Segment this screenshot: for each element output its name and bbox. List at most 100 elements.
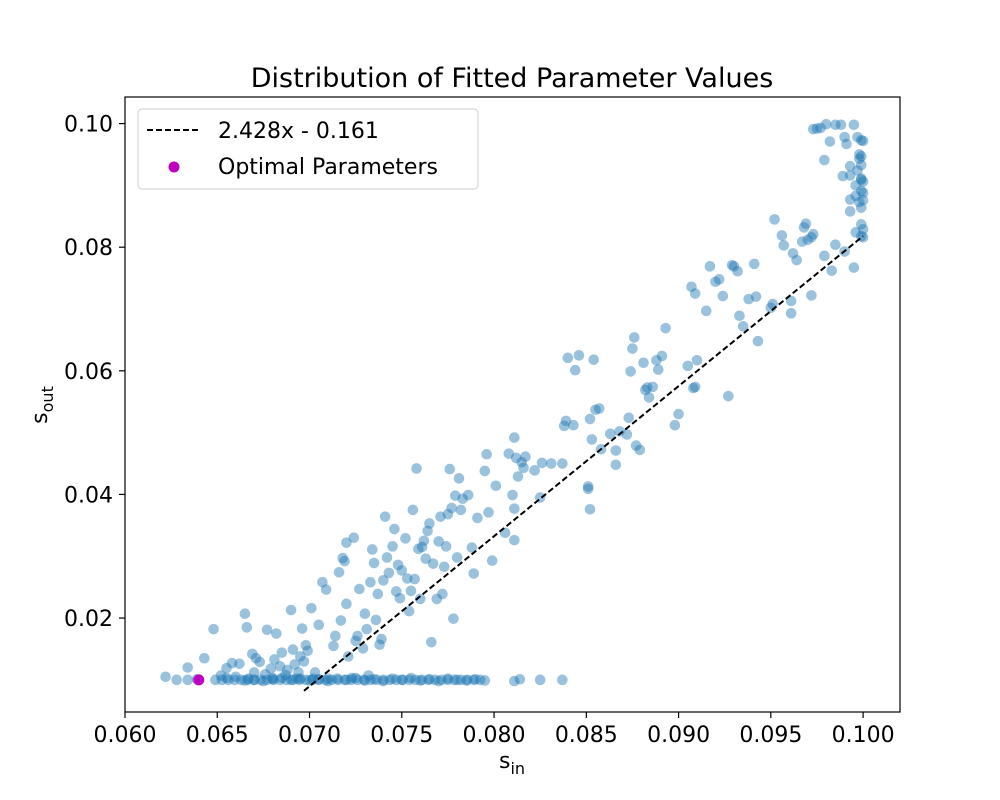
data-point [230,671,242,683]
data-point [507,489,518,501]
data-point [470,673,481,685]
data-point [850,180,862,191]
data-point [274,660,286,672]
data-point [339,555,350,567]
y-tick-label: 0.04 [64,483,113,508]
data-point [634,444,646,456]
data-point [584,503,596,515]
optimal-layer [193,674,205,686]
data-point [250,652,262,664]
data-point [643,392,655,403]
data-point [365,576,376,588]
data-point [841,138,852,150]
x-tick-label: 0.060 [94,723,157,748]
data-point [518,462,529,474]
data-point [584,413,596,425]
data-point [326,674,337,686]
data-point [689,288,701,299]
data-point [241,622,253,633]
data-point [449,674,460,686]
data-point [307,673,319,684]
data-point [221,672,232,684]
data-point [785,308,797,319]
data-point [387,541,398,552]
data-point [472,512,483,524]
data-point [332,674,344,686]
data-point [261,624,273,636]
data-point [723,390,734,402]
legend-box [137,108,479,190]
data-point [844,206,856,217]
data-point [857,187,869,199]
data-point [285,604,297,616]
data-point [806,290,817,301]
data-point [424,518,435,529]
x-tick-label: 0.075 [370,723,433,748]
data-point [319,674,331,686]
data-point [433,536,444,547]
data-point [396,565,408,576]
data-point [182,674,194,686]
data-point [726,259,738,271]
data-point [509,675,520,687]
data-point [743,293,754,305]
data-point [234,658,245,670]
data-point [306,602,317,614]
data-point [397,674,409,686]
data-point [854,149,865,160]
data-point [455,674,467,686]
data-point [673,408,684,420]
data-point [750,291,762,302]
data-point [208,623,219,635]
data-point [444,463,456,475]
data-point [235,674,247,686]
data-point [446,502,457,514]
fit-line [303,235,864,692]
data-point [604,428,616,440]
data-point [294,651,306,662]
legend-optimal-label: Optimal Parameters [218,155,438,180]
data-point [479,675,491,686]
data-point [400,533,411,544]
data-point [442,674,454,686]
x-tick-label: 0.100 [832,723,895,748]
data-point [368,673,380,685]
data-point [461,674,473,686]
data-point [593,403,605,414]
data-point [442,508,454,520]
data-point [700,305,712,317]
legend-fit-line-label: 2.428x - 0.161 [218,119,379,144]
data-point [337,552,349,564]
data-point [461,675,472,686]
x-axis-label: sin [499,749,525,778]
data-point [243,673,254,684]
data-point [806,232,817,243]
y-tick-label: 0.10 [64,113,113,138]
data-point [341,674,352,686]
data-point [300,639,312,651]
data-point [590,404,601,416]
data-point [830,119,841,131]
data-point [392,559,404,571]
data-point [835,119,847,131]
data-point [226,657,238,669]
data-point [534,674,546,686]
y-axis-ticks: 0.02 0.04 0.06 0.08 0.10 [64,113,125,632]
data-point [199,652,210,664]
data-point [426,636,437,648]
data-point [259,668,271,680]
data-point [387,673,398,684]
data-point [798,222,810,233]
data-point [802,234,814,246]
data-point [265,663,277,675]
data-point [857,194,869,206]
data-point [610,445,622,456]
data-point [427,558,439,569]
data-point [390,586,402,597]
data-point [358,674,370,686]
data-point [509,534,520,546]
data-point [294,673,306,684]
x-tick-label: 0.095 [739,723,802,748]
data-point [455,504,467,516]
data-point [276,647,288,658]
